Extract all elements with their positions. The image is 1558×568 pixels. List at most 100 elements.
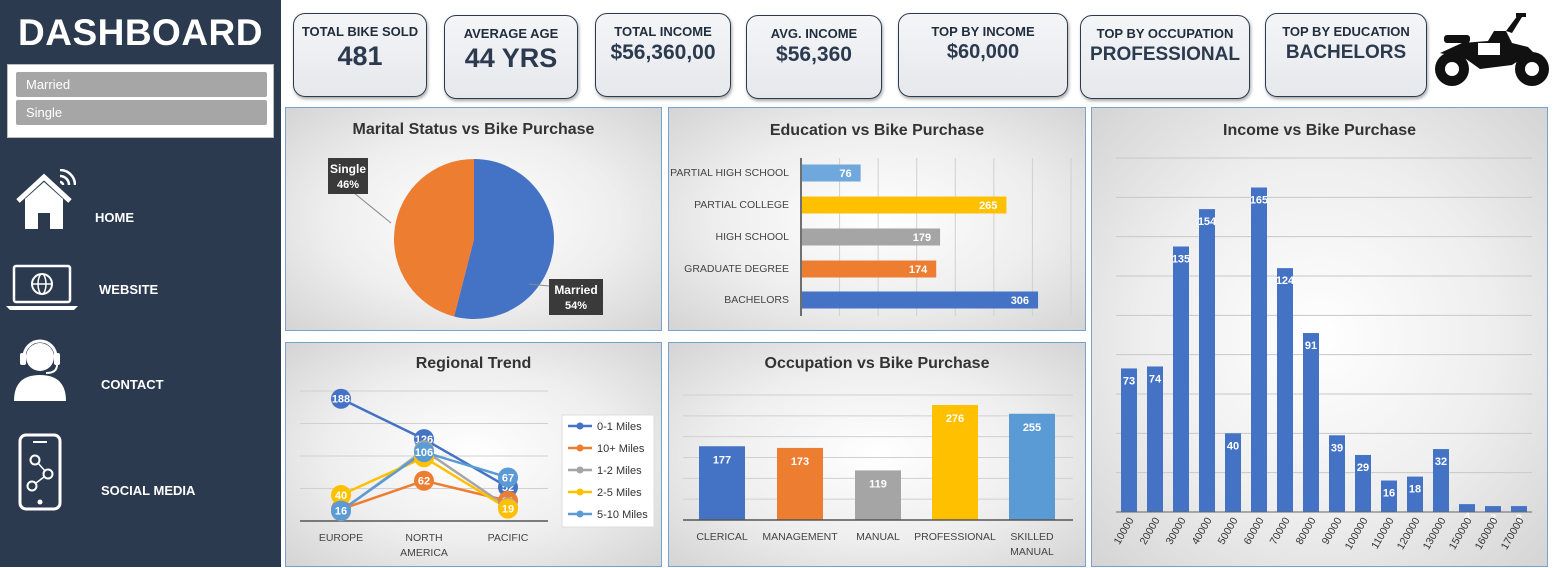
bar: [1173, 246, 1189, 512]
marital-status-slicer: Married Single: [7, 64, 274, 138]
bar: [802, 164, 861, 182]
data-label: 67: [502, 472, 514, 484]
data-label: 173: [791, 456, 809, 468]
kpi-label: TOP BY OCCUPATION: [1096, 26, 1234, 41]
bar: [1121, 368, 1137, 512]
kpi-label: TOTAL BIKE SOLD: [301, 24, 419, 39]
kpi-average-age: AVERAGE AGE 44 YRS: [444, 15, 578, 99]
bar: [932, 405, 978, 520]
data-label: 40: [1227, 440, 1239, 452]
legend-label: 1-2 Miles: [597, 465, 642, 477]
bar: [1511, 506, 1527, 512]
bar: [1277, 268, 1293, 512]
pie-chart-svg: Married 54% Single 46%: [328, 158, 603, 319]
nav-item-social-media[interactable]: SOCIAL MEDIA: [0, 430, 281, 511]
slicer-item-single[interactable]: Single: [16, 100, 267, 125]
data-label: 135: [1172, 254, 1190, 266]
kpi-label: AVERAGE AGE: [463, 26, 559, 41]
chart-title: Education vs Bike Purchase: [769, 122, 985, 139]
data-label: 154: [1198, 216, 1217, 228]
kpi-avg-income: AVG. INCOME $56,360: [746, 15, 882, 99]
x-tick-label: MANUAL: [1010, 546, 1054, 558]
regional-line-svg: EUROPENORTHAMERICAPACIFIC188126521862311…: [300, 388, 655, 559]
slicer-item-married[interactable]: Married: [16, 72, 267, 97]
x-tick-label: 100000: [1343, 515, 1371, 551]
kpi-top-by-occupation: TOP BY OCCUPATION PROFESSIONAL: [1080, 15, 1250, 99]
bar: [1407, 476, 1423, 512]
nav-item-home[interactable]: HOME: [0, 165, 281, 245]
data-label: 3: [1490, 513, 1496, 525]
data-point: [331, 500, 351, 521]
pie-slice-married: [454, 159, 554, 319]
data-label: 306: [1011, 295, 1029, 307]
x-tick-label: SKILLED: [1010, 531, 1054, 543]
data-point: [331, 485, 351, 505]
nav-item-contact[interactable]: CONTACT: [0, 335, 281, 415]
x-tick-label: 90000: [1320, 515, 1345, 546]
x-tick-label: PACIFIC: [488, 532, 529, 544]
kpi-total-bike-sold: TOTAL BIKE SOLD 481: [293, 13, 427, 97]
data-label: 91: [1305, 340, 1317, 352]
education-bar-svg: PARTIAL HIGH SCHOOL 76 PARTIAL COLLEGE 265 H…: [670, 158, 1072, 316]
regional-trend-chart: Regional Trend EUROPE NORTH AMERICA PACIFIC…: [285, 342, 662, 567]
legend-marker: [576, 510, 584, 518]
legend-marker: [576, 466, 584, 474]
data-point: [414, 470, 434, 491]
x-tick-label: MANUAL: [856, 531, 900, 543]
legend-label: 5-10 Miles: [597, 509, 648, 521]
bar: [1329, 435, 1345, 512]
kpi-label: TOTAL INCOME: [614, 24, 712, 39]
chart-title: Marital Status vs Bike Purchase: [352, 121, 595, 138]
sidebar: DASHBOARD Married Single HOME WEBSITE: [0, 0, 281, 567]
legend-marker: [576, 444, 584, 452]
x-tick-label: AMERICA: [400, 547, 448, 559]
x-tick-label: 40000: [1190, 515, 1215, 546]
category-label: GRADUATE DEGREE: [684, 263, 789, 275]
data-label: 188: [332, 394, 350, 406]
data-label: 74: [1149, 373, 1162, 385]
x-tick-label: 10000: [1112, 515, 1137, 546]
category-label: PARTIAL HIGH SCHOOL: [670, 167, 789, 179]
headset-user-icon: [14, 339, 66, 401]
data-point: [498, 467, 518, 488]
x-tick-label: 130000: [1421, 515, 1449, 551]
nav-label-home: HOME: [95, 210, 134, 225]
legend-label: 10+ Miles: [597, 443, 645, 455]
chart-title: Income vs Bike Purchase: [1223, 122, 1416, 139]
bar: [1251, 187, 1267, 512]
data-label: 174: [909, 264, 928, 276]
pie-data-label-box: [328, 158, 368, 194]
education-chart: Education vs Bike Purchase PARTIAL HIGH …: [668, 107, 1086, 331]
nav-item-website[interactable]: WEBSITE: [0, 258, 281, 338]
x-tick-label: 80000: [1294, 515, 1319, 546]
data-label: 40: [335, 490, 347, 502]
bar: [1225, 433, 1241, 512]
data-label: 119: [869, 478, 887, 490]
bar: [699, 446, 745, 520]
data-label: 265: [979, 200, 997, 212]
bar: [777, 447, 823, 520]
category-label: HIGH SCHOOL: [715, 231, 789, 243]
kpi-value: $60,000: [946, 41, 1020, 63]
data-label: 73: [1123, 375, 1135, 387]
occupation-bar-svg: 177 CLERICAL 173 MANAGEMENT 119 MANUAL 276 PROF…: [683, 394, 1073, 558]
home-icon: [16, 169, 76, 229]
x-tick-label: PROFESSIONAL: [914, 531, 996, 543]
chart-title: Occupation vs Bike Purchase: [764, 355, 990, 372]
data-label: 177: [713, 454, 731, 466]
legend-label: 2-5 Miles: [597, 487, 642, 499]
data-label: 16: [335, 506, 347, 518]
pie-label-name: Single: [330, 162, 366, 176]
laptop-globe-icon: [6, 264, 78, 310]
nav-label-website: WEBSITE: [99, 282, 159, 297]
data-label: 106: [415, 447, 433, 459]
data-label: 39: [1331, 442, 1343, 454]
category-label: BACHELORS: [724, 294, 789, 306]
phone-network-icon: [18, 433, 62, 511]
income-bar-svg: 73 10000 74 20000 135 30000 154 40000 40 50000 165…: [1112, 157, 1532, 552]
data-label: 3: [1516, 513, 1522, 525]
data-label: 124: [1276, 275, 1295, 287]
nav-label-social-media: SOCIAL MEDIA: [101, 483, 196, 498]
kpi-value: PROFESSIONAL: [1090, 44, 1240, 65]
data-label: 19: [502, 504, 514, 516]
